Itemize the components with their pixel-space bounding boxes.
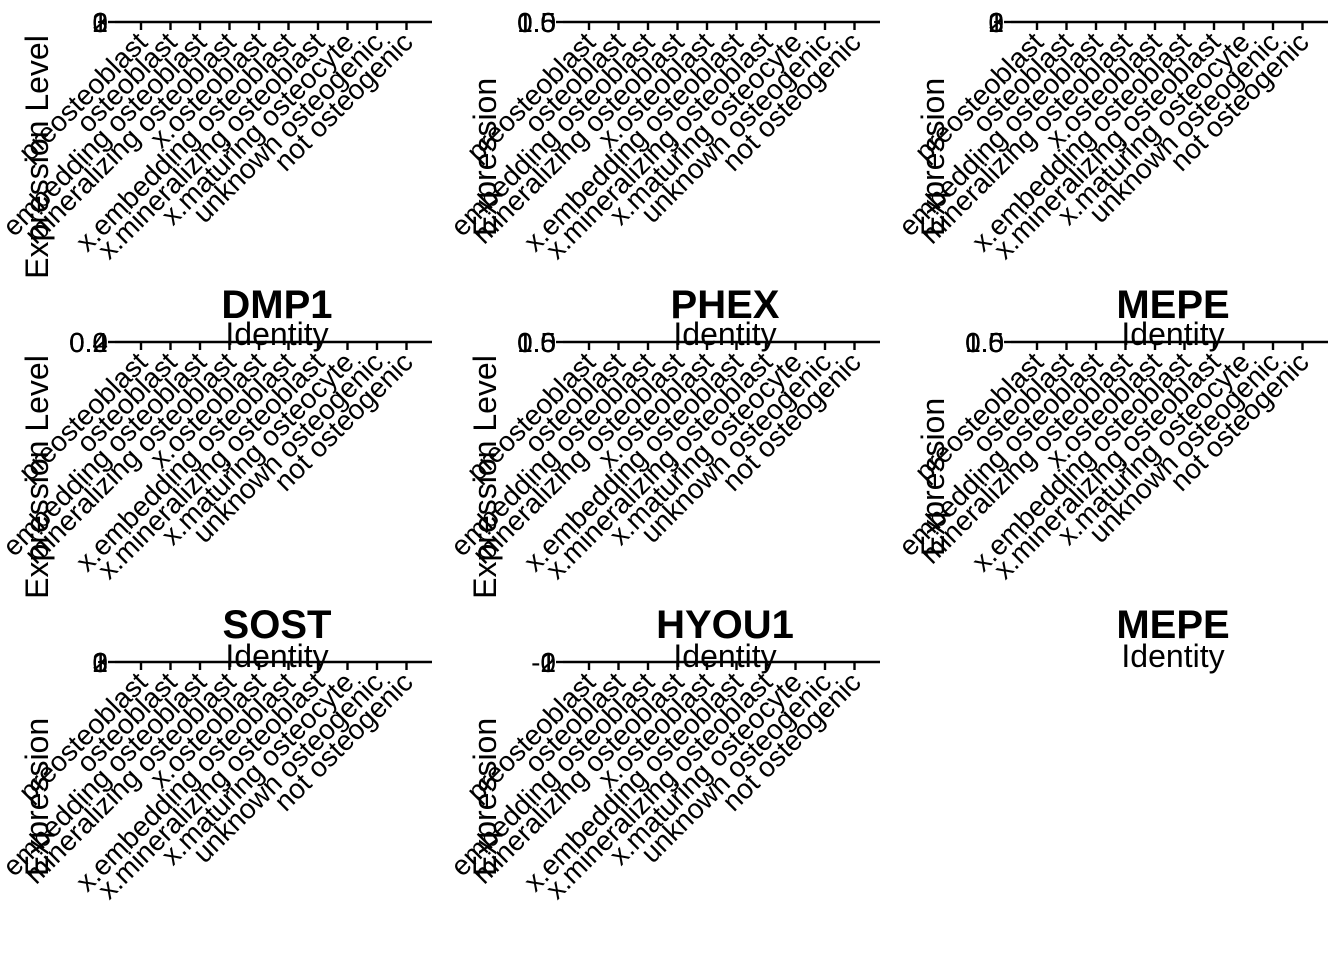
y-tick-label: 0.0: [517, 7, 556, 38]
y-axis-label: Expression Level: [467, 355, 503, 599]
y-axis-label: Expression Level: [19, 355, 55, 599]
panel-title: MEPE: [1116, 603, 1229, 647]
x-axis-label: Identity: [673, 316, 776, 352]
panel-top-1: Expression0.00.51.01.5preosteoblastosteo…: [445, 7, 880, 265]
x-axis-label: Identity: [225, 638, 328, 674]
y-tick-label: 0.4: [69, 327, 108, 358]
panel-title: DMP1: [221, 283, 332, 327]
x-axis-label: Identity: [673, 638, 776, 674]
y-tick-label: 2: [92, 647, 108, 678]
y-tick-label: 3: [988, 7, 1004, 38]
y-tick-label: 0.0: [69, 327, 108, 358]
y-tick-label: 3: [92, 7, 108, 38]
panel-mepe: MEPEIdentityExpression0.00.51.01.5preost…: [893, 283, 1328, 585]
y-tick-label: 2: [540, 647, 556, 678]
y-tick-label: 0.0: [965, 327, 1004, 358]
panel-title: SOST: [223, 603, 332, 647]
panel-hyou1: HYOU1IdentityExpression-1012preosteoblas…: [445, 603, 880, 905]
y-tick-label: -1: [531, 647, 556, 678]
y-tick-label: 1.0: [965, 327, 1004, 358]
y-axis-label: Expression: [19, 718, 55, 876]
panel-top-2: Expression0123preosteoblastosteoblastemb…: [893, 7, 1328, 265]
y-tick-label: 1: [540, 647, 556, 678]
y-tick-label: 3: [92, 647, 108, 678]
y-tick-label: 0: [988, 7, 1004, 38]
y-tick-label: 1.5: [517, 7, 556, 38]
y-tick-label: 2: [988, 7, 1004, 38]
x-axis-label: Identity: [1121, 316, 1224, 352]
y-tick-label: 0.0: [517, 327, 556, 358]
y-tick-label: 1: [92, 7, 108, 38]
y-axis-label: Expression Level: [19, 35, 55, 279]
y-axis-label: Expression: [467, 78, 503, 236]
panel-sost: SOSTIdentityExpression0123preosteoblasto…: [0, 603, 432, 905]
x-axis-label: Identity: [1121, 638, 1224, 674]
x-axis-label: Identity: [225, 316, 328, 352]
y-tick-label: 0.2: [69, 327, 108, 358]
y-tick-label: 0: [92, 647, 108, 678]
panel-title: MEPE: [1116, 283, 1229, 327]
panel-top-0: Expression Level0123preosteoblastosteobl…: [0, 7, 432, 279]
y-tick-label: 0.5: [965, 327, 1004, 358]
y-tick-label: 1: [92, 647, 108, 678]
y-tick-label: 1: [988, 7, 1004, 38]
y-tick-label: 1.5: [965, 327, 1004, 358]
panel-title: PHEX: [671, 283, 780, 327]
y-axis-label: Expression: [915, 398, 951, 556]
y-tick-label: 0.5: [517, 327, 556, 358]
y-tick-label: 1.0: [517, 7, 556, 38]
y-tick-label: 0.5: [517, 7, 556, 38]
y-tick-label: 0: [540, 647, 556, 678]
y-tick-label: 1.5: [517, 327, 556, 358]
y-tick-label: 0: [92, 7, 108, 38]
y-tick-label: 1.0: [517, 327, 556, 358]
y-axis-label: Expression: [915, 78, 951, 236]
y-tick-label: 2: [92, 7, 108, 38]
panel-title: HYOU1: [656, 603, 794, 647]
y-axis-label: Expression: [467, 718, 503, 876]
